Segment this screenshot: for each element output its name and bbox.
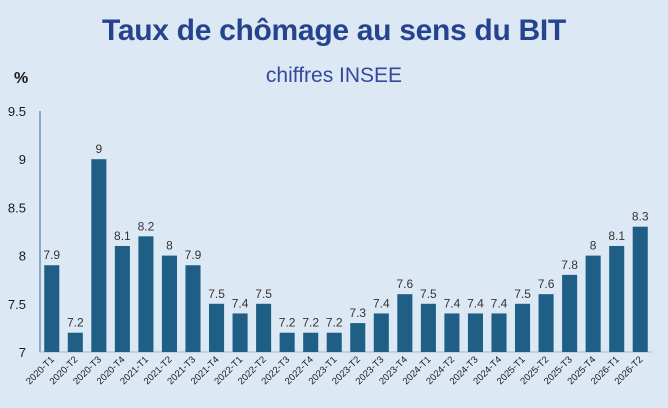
bar	[585, 255, 601, 352]
bar-value-label: 7.3	[349, 306, 366, 320]
bar-value-label: 7.5	[208, 287, 225, 301]
bar-value-label: 7.6	[397, 277, 414, 291]
bar	[232, 313, 248, 352]
y-axis-unit-label: %	[14, 70, 29, 87]
bar-value-label: 7.9	[43, 248, 60, 262]
bar	[562, 274, 578, 352]
bar	[161, 255, 177, 352]
bar-value-label: 7.2	[279, 316, 296, 330]
bar	[515, 303, 531, 352]
bar	[420, 303, 436, 352]
y-tick-label: 7.5	[8, 297, 26, 312]
y-tick-label: 9.5	[8, 104, 26, 119]
chart-subtitle: chiffres INSEE	[265, 64, 403, 87]
bar	[609, 245, 625, 352]
bar-value-label: 7.9	[185, 248, 202, 262]
bar	[114, 245, 130, 352]
chart-title: Taux de chômage au sens du BIT	[102, 14, 566, 47]
y-tick-label: 8.5	[8, 200, 26, 215]
bar	[467, 313, 483, 352]
bar	[185, 265, 201, 352]
bar	[538, 294, 554, 352]
y-tick-label: 8	[19, 249, 26, 264]
bar-value-label: 8.3	[632, 210, 649, 224]
bar	[491, 313, 507, 352]
bar-value-label: 7.2	[67, 316, 84, 330]
bar-value-label: 8.1	[114, 229, 131, 243]
bar	[44, 265, 60, 352]
bar	[67, 332, 83, 352]
bar	[209, 303, 225, 352]
y-tick-label: 7	[19, 345, 26, 360]
bar-value-label: 7.5	[255, 287, 272, 301]
bar-value-label: 7.4	[373, 296, 390, 310]
bar-value-label: 7.6	[538, 277, 555, 291]
bar-value-label: 9	[96, 142, 103, 156]
bar	[326, 332, 342, 352]
bar-value-label: 7.5	[420, 287, 437, 301]
bar-value-label: 7.8	[561, 258, 578, 272]
bar	[138, 236, 154, 352]
bar	[303, 332, 319, 352]
bar-value-label: 7.5	[514, 287, 531, 301]
bar	[632, 226, 648, 352]
bar	[91, 159, 107, 352]
bar	[444, 313, 460, 352]
bar	[256, 303, 272, 352]
bar-value-label: 8	[166, 239, 173, 253]
bar	[397, 294, 413, 352]
bar	[350, 323, 366, 352]
bar	[373, 313, 389, 352]
bar-value-label: 7.2	[302, 316, 319, 330]
bar	[279, 332, 295, 352]
bar-value-label: 8.2	[138, 219, 155, 233]
bar-value-label: 7.2	[326, 316, 343, 330]
bar-value-label: 7.4	[444, 296, 461, 310]
bar-value-label: 7.4	[467, 296, 484, 310]
bar-value-label: 7.4	[491, 296, 508, 310]
bar-value-label: 8	[590, 239, 597, 253]
bar-value-label: 7.4	[232, 296, 249, 310]
y-tick-label: 9	[19, 152, 26, 167]
bar-value-label: 8.1	[608, 229, 625, 243]
